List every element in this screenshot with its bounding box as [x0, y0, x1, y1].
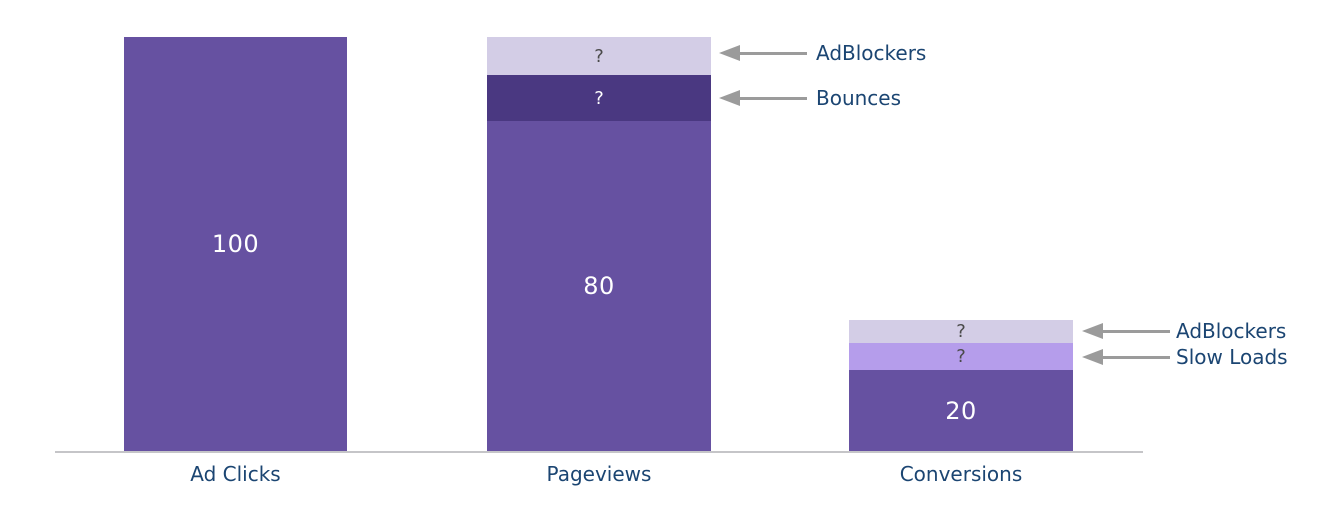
left-arrow-icon	[719, 45, 807, 61]
arrowhead-icon	[719, 90, 740, 106]
bar-value-label: 80	[583, 272, 615, 300]
left-arrow-icon	[1082, 349, 1170, 365]
category-label-pageviews: Pageviews	[546, 462, 652, 486]
segment-value-label: ?	[594, 87, 604, 109]
category-label-conversions: Conversions	[899, 462, 1023, 486]
bar-value-label: 100	[211, 230, 260, 258]
category-label-ad-clicks: Ad Clicks	[190, 462, 281, 486]
bar-segment-conversions: 20	[849, 370, 1073, 451]
arrowhead-icon	[1082, 349, 1103, 365]
bar-segment-pageviews-adblockers: ?	[487, 37, 711, 75]
annotation-label-bounces: Bounces	[816, 86, 902, 110]
bar-segment-conversions-slow-loads: ?	[849, 343, 1073, 370]
arrowhead-icon	[719, 45, 740, 61]
annotation-label-slow-loads: Slow Loads	[1176, 345, 1288, 369]
segment-value-label: ?	[956, 321, 966, 342]
segment-value-label: ?	[594, 45, 604, 67]
bar-segment-conversions-adblockers: ?	[849, 320, 1073, 343]
x-axis-line	[55, 451, 1143, 453]
bar-segment-pageviews: 80	[487, 121, 711, 451]
arrowhead-icon	[1082, 323, 1103, 339]
bar-segment-pageviews-bounces: ?	[487, 75, 711, 121]
bar-segment-ad-clicks: 100	[124, 37, 347, 451]
bar-value-label: 20	[945, 396, 977, 425]
left-arrow-icon	[1082, 323, 1170, 339]
annotation-label-adblockers-conversions: AdBlockers	[1176, 319, 1287, 343]
annotation-label-adblockers-pageviews: AdBlockers	[816, 41, 927, 65]
left-arrow-icon	[719, 90, 807, 106]
segment-value-label: ?	[956, 346, 966, 367]
